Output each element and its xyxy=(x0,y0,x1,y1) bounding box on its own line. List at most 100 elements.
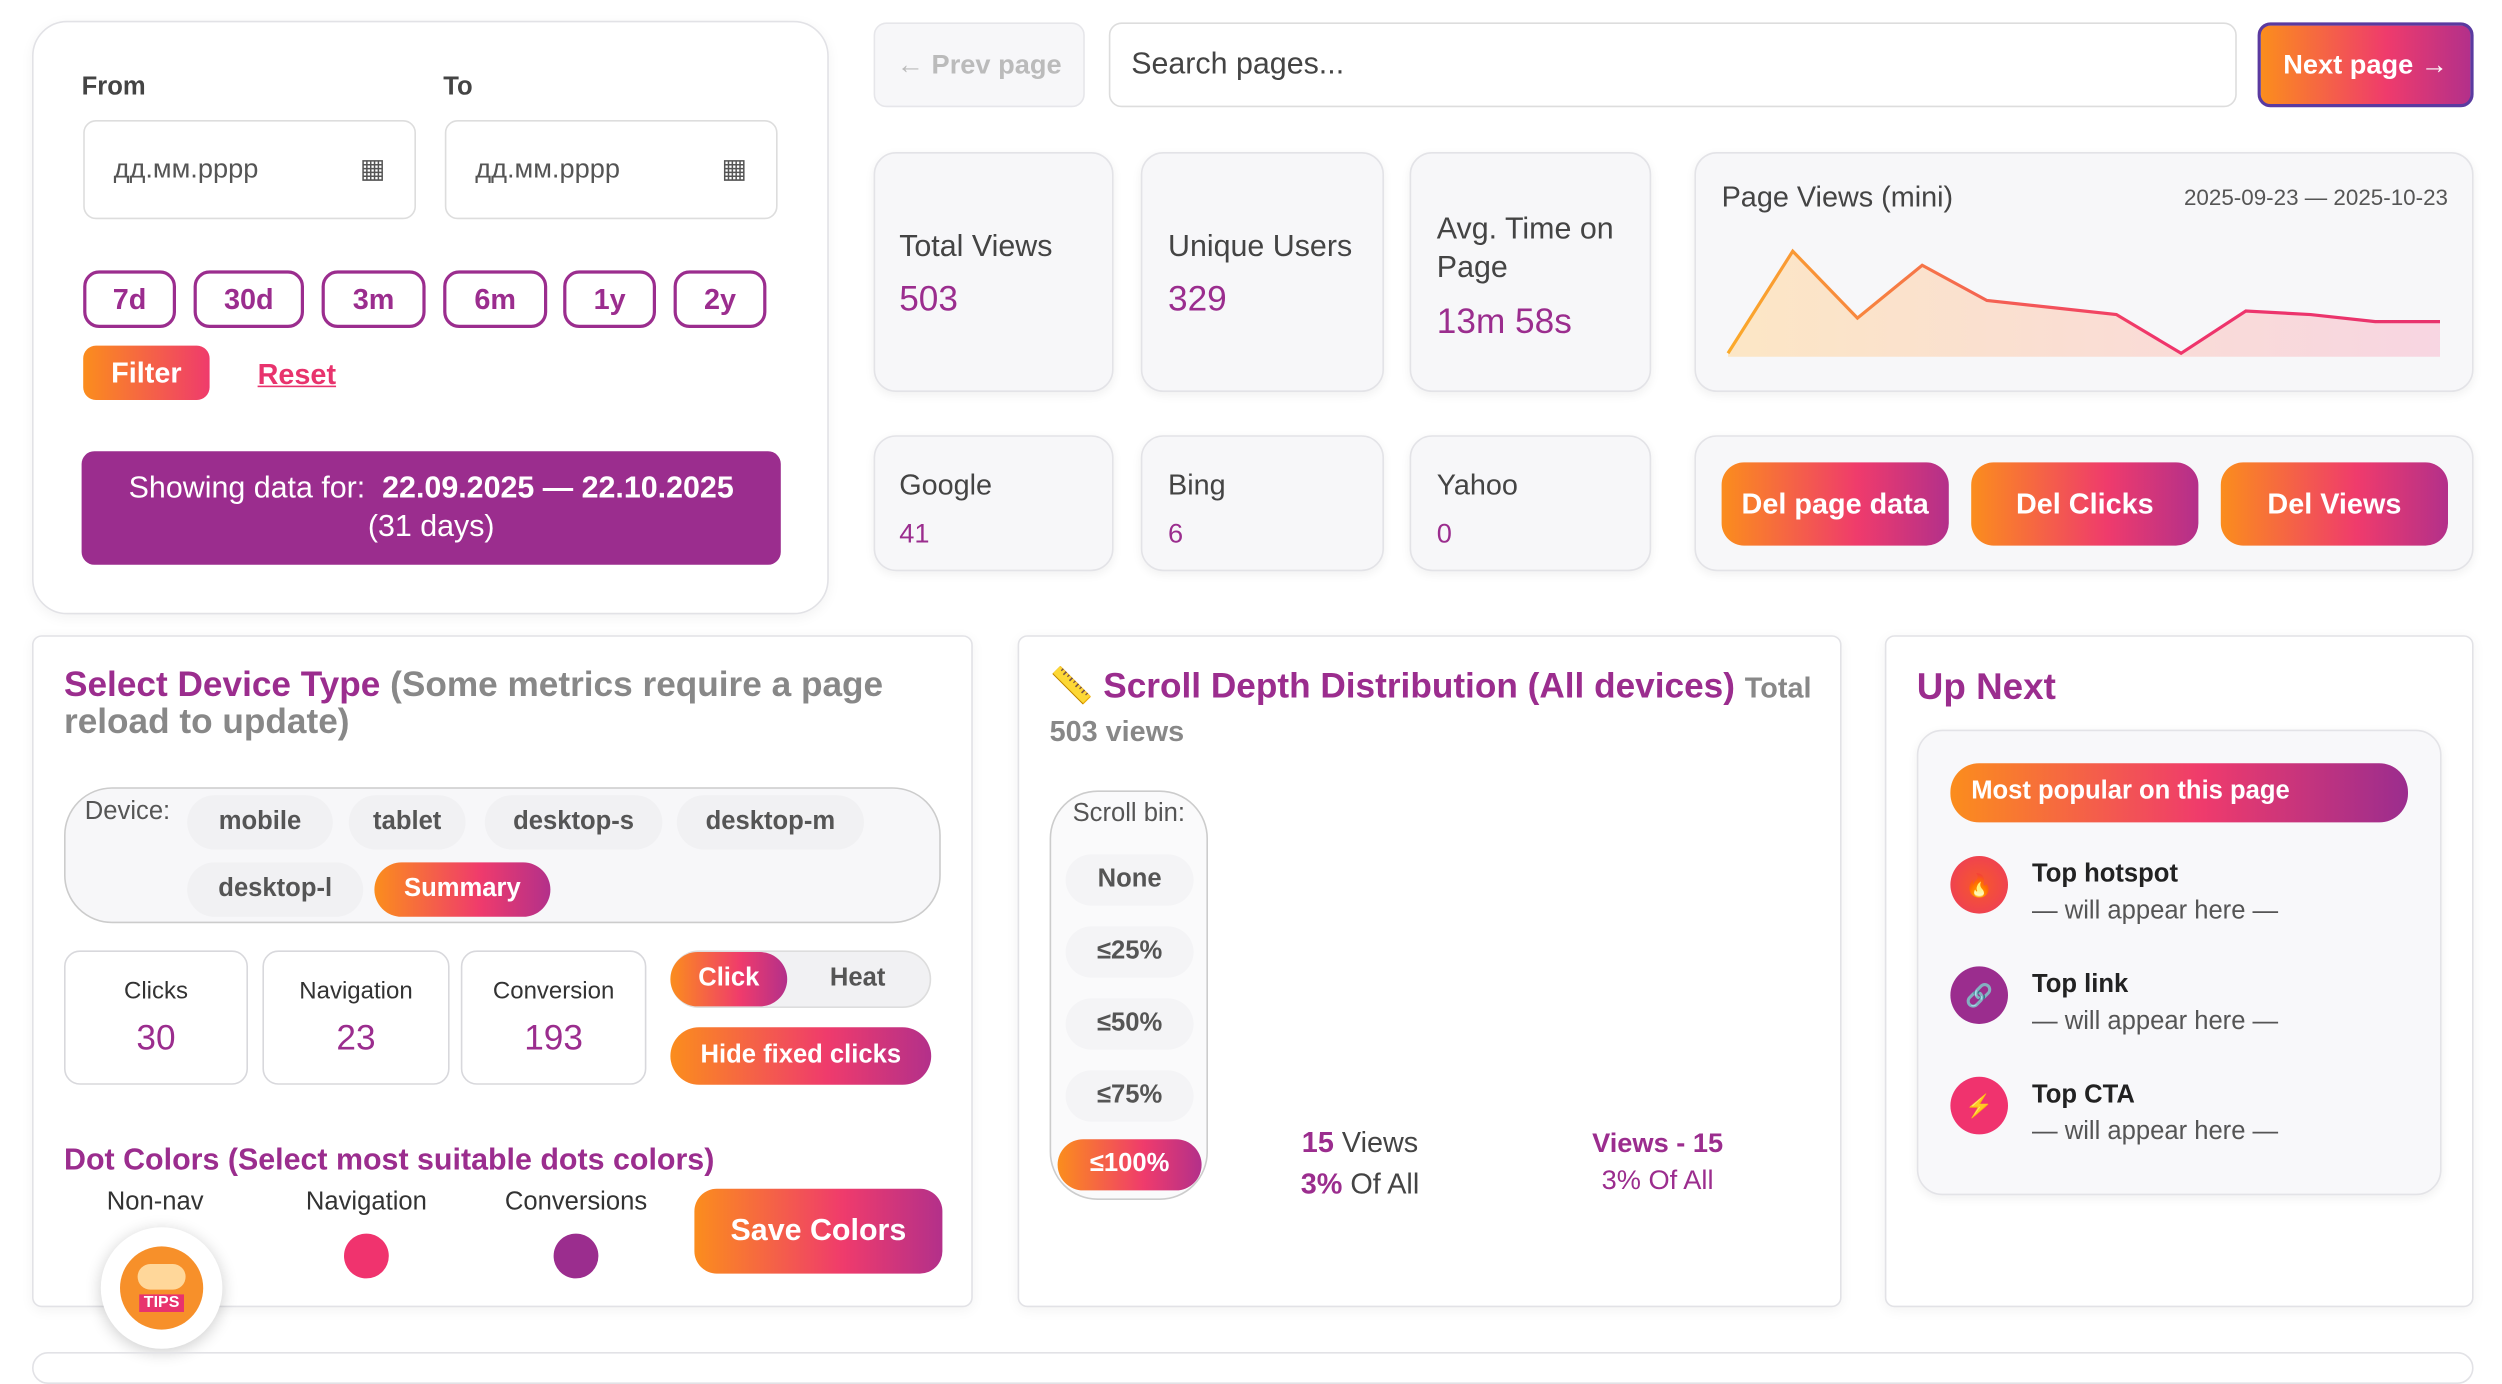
color-swatch[interactable] xyxy=(344,1233,389,1279)
range-button[interactable]: 3m xyxy=(321,270,426,328)
range-button[interactable]: 7d xyxy=(83,270,176,328)
stat-card: Avg. Time on Page 13m 58s xyxy=(1409,152,1652,392)
item-title: Top hotspot xyxy=(2032,860,2178,888)
donut-share: 3% Of All xyxy=(1601,1164,1714,1196)
mascot-body: TIPS xyxy=(120,1246,204,1330)
metric-card: Conversion 193 xyxy=(460,950,647,1085)
stat-card: Unique Users 329 xyxy=(1140,152,1384,392)
from-label: From xyxy=(81,73,146,101)
source-label: Bing xyxy=(1168,468,1226,501)
placeholder: Search pages... xyxy=(1131,47,1345,81)
bin-option[interactable]: ≤25% xyxy=(1065,926,1194,978)
hide-fixed-button[interactable]: Hide fixed clicks xyxy=(670,1027,932,1085)
prev-page-button[interactable]: ← Prev page xyxy=(873,22,1085,108)
save-colors-button[interactable]: Save Colors xyxy=(694,1188,943,1274)
range-button[interactable]: 1y xyxy=(563,270,656,328)
reset-link[interactable]: Reset xyxy=(257,358,337,391)
metric-label: Navigation xyxy=(299,976,413,1004)
to-label: To xyxy=(443,73,473,101)
to-input[interactable]: дд.мм.рррр ▦ xyxy=(444,120,778,220)
filter-button[interactable]: Filter xyxy=(83,345,210,400)
next-page-button[interactable]: Next page → xyxy=(2257,22,2474,108)
source-label: Yahoo xyxy=(1436,468,1518,501)
device-title: Select Device Type xyxy=(64,664,381,704)
bin-option[interactable]: ≤50% xyxy=(1065,998,1194,1050)
stat-value: 503 xyxy=(899,278,958,319)
scroll-total: Total 503 views xyxy=(1049,672,1812,748)
source-value: 6 xyxy=(1168,518,1184,549)
showing-days: (31 days) xyxy=(367,509,495,544)
range-button[interactable]: 6m xyxy=(443,270,548,328)
showing-label: Showing data for: xyxy=(128,471,366,505)
source-value: 41 xyxy=(899,518,930,549)
placeholder: дд.мм.рррр xyxy=(475,153,620,184)
stat-value: 13m 58s xyxy=(1436,300,1572,341)
source-label: Google xyxy=(899,468,993,501)
dot-label: Conversions xyxy=(504,1188,648,1216)
bin-option[interactable]: None xyxy=(1065,854,1194,906)
device-option[interactable]: desktop-s xyxy=(484,795,663,850)
showing-box: Showing data for: 22.09.2025 — 22.10.202… xyxy=(81,451,781,565)
up-next-badge: Most popular on this page xyxy=(1950,763,2408,823)
source-card: Bing 6 xyxy=(1140,435,1384,572)
stat-label: Avg. Time on Page xyxy=(1436,212,1614,285)
delete-button[interactable]: Del Views xyxy=(2220,462,2448,546)
calendar-icon[interactable]: ▦ xyxy=(359,153,386,184)
delete-button[interactable]: Del Clicks xyxy=(1971,462,2199,546)
mode-option[interactable]: Heat xyxy=(829,964,886,992)
stat-label: Unique Users xyxy=(1168,230,1353,264)
color-swatch[interactable] xyxy=(553,1233,599,1279)
item-title: Top link xyxy=(2032,971,2129,999)
device-option[interactable]: mobile xyxy=(187,795,333,850)
stat-value: 329 xyxy=(1168,278,1227,319)
stat-card: Total Views 503 xyxy=(873,152,1114,392)
scroll-icon: 📏 xyxy=(1049,665,1094,706)
mode-option[interactable]: Click xyxy=(670,952,788,1007)
device-option[interactable]: tablet xyxy=(348,795,466,850)
scroll-heading: 📏 Scroll Depth Distribution (All devices… xyxy=(1050,666,1826,752)
device-option[interactable]: Summary xyxy=(374,862,551,917)
stat-label: Total Views xyxy=(899,230,1053,264)
item-icon: 🔥 xyxy=(1950,856,2008,914)
range-button[interactable]: 2y xyxy=(673,270,767,328)
bin-option[interactable]: ≤100% xyxy=(1057,1139,1202,1191)
range-button[interactable]: 30d xyxy=(193,270,304,328)
placeholder: дд.мм.рррр xyxy=(113,153,259,184)
metric-label: Clicks xyxy=(124,976,188,1004)
scroll-title: Scroll Depth Distribution (All devices) xyxy=(1103,665,1735,706)
delete-button[interactable]: Del page data xyxy=(1721,462,1949,546)
mascot[interactable]: TIPS xyxy=(100,1227,223,1349)
from-input[interactable]: дд.мм.рррр ▦ xyxy=(83,120,416,220)
item-sub: — will appear here — xyxy=(2032,897,2279,925)
bin-option[interactable]: ≤75% xyxy=(1065,1070,1194,1122)
device-note: (Some metrics require a page reload to u… xyxy=(64,664,884,741)
showing-range: 22.09.2025 — 22.10.2025 xyxy=(382,471,734,505)
bin-label: Scroll bin: xyxy=(1072,800,1185,828)
share-caption: 3% Of All xyxy=(1264,1168,1456,1202)
mini-chart-title: Page Views (mini) xyxy=(1721,180,1954,213)
metric-value: 23 xyxy=(336,1016,376,1057)
metric-card: Clicks 30 xyxy=(64,950,248,1085)
mascot-label: TIPS xyxy=(139,1294,185,1312)
item-icon: ⚡ xyxy=(1950,1076,2008,1135)
item-sub: — will appear here — xyxy=(2032,1008,2279,1036)
metric-value: 30 xyxy=(136,1016,176,1057)
item-icon: 🔗 xyxy=(1950,966,2008,1024)
sparkline-line xyxy=(1726,248,2441,356)
views-count: 15 xyxy=(1301,1126,1334,1159)
search-input[interactable]: Search pages... xyxy=(1108,22,2237,108)
up-next-title: Up Next xyxy=(1916,665,2056,708)
views-caption: 15 Views xyxy=(1264,1126,1456,1160)
bottom-panel xyxy=(32,1352,2474,1384)
showing-line: Showing data for: 22.09.2025 — 22.10.202… xyxy=(129,470,734,508)
dot-colors-title: Dot Colors (Select most suitable dots co… xyxy=(64,1144,715,1178)
device-option[interactable]: desktop-m xyxy=(676,795,864,850)
metric-card: Navigation 23 xyxy=(262,950,450,1085)
metric-value: 193 xyxy=(524,1016,583,1057)
share-value: 3% xyxy=(1300,1168,1343,1200)
calendar-icon[interactable]: ▦ xyxy=(721,153,748,184)
dot-label: Navigation xyxy=(305,1188,427,1216)
donut-caption: Views - 15 xyxy=(1592,1128,1724,1159)
device-heading: Select Device Type (Some metrics require… xyxy=(64,666,928,740)
device-option[interactable]: desktop-l xyxy=(187,862,364,917)
